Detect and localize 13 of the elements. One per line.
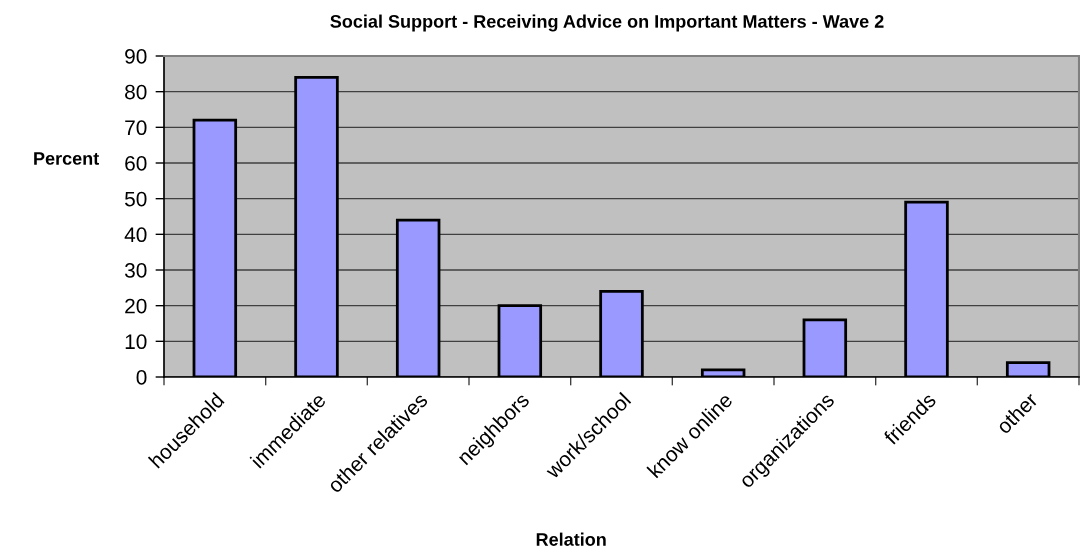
y-tick-label: 20 (125, 298, 147, 314)
y-axis-title: Percent (34, 152, 99, 165)
chart-title: Social Support - Receiving Advice on Important Matters - Wave 2 (330, 14, 884, 32)
y-tick-label: 90 (125, 49, 147, 64)
y-tick-label: 10 (125, 334, 147, 350)
y-tick-label: 0 (136, 370, 147, 385)
y-tick-label: 80 (125, 84, 147, 100)
y-tick-label: 70 (125, 120, 147, 136)
x-axis-title: Relation (536, 532, 606, 546)
y-tick-label: 60 (125, 156, 147, 171)
y-tick-label: 30 (124, 263, 147, 278)
y-tick-label: 40 (124, 227, 147, 243)
y-tick-label: 50 (125, 191, 147, 207)
